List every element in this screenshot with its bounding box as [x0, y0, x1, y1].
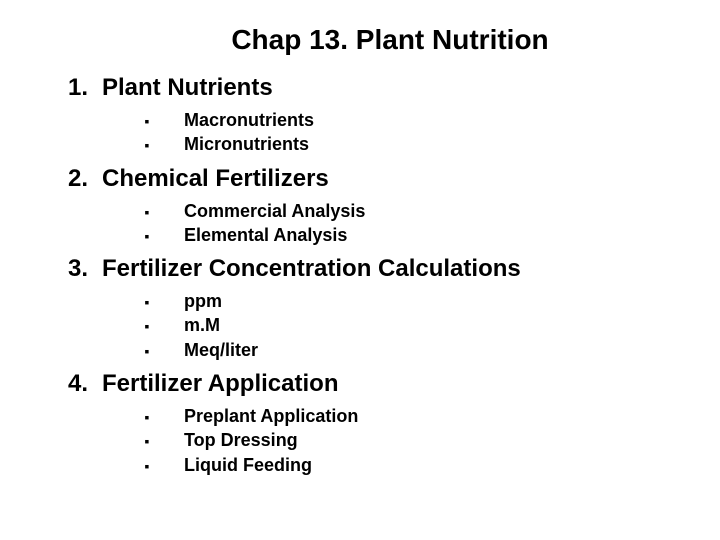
- list-item-label: ppm: [184, 289, 222, 313]
- bullet-icon: ▪: [140, 457, 154, 476]
- list-item: ▪ Micronutrients: [48, 132, 672, 156]
- section-1: 1. Plant Nutrients ▪ Macronutrients ▪ Mi…: [48, 74, 672, 157]
- bullet-icon: ▪: [140, 112, 154, 131]
- list-item-label: Elemental Analysis: [184, 223, 347, 247]
- section-2: 2. Chemical Fertilizers ▪ Commercial Ana…: [48, 165, 672, 248]
- list-item-label: Preplant Application: [184, 404, 358, 428]
- section-title: Chemical Fertilizers: [102, 165, 329, 193]
- list-item-label: Meq/liter: [184, 338, 258, 362]
- sub-list: ▪ Preplant Application ▪ Top Dressing ▪ …: [48, 404, 672, 477]
- page-container: Chap 13. Plant Nutrition 1. Plant Nutrie…: [0, 0, 720, 540]
- bullet-icon: ▪: [140, 203, 154, 222]
- list-item: ▪ Liquid Feeding: [48, 453, 672, 477]
- list-item-label: Commercial Analysis: [184, 199, 365, 223]
- section-number: 1.: [48, 74, 88, 102]
- section-number: 2.: [48, 165, 88, 193]
- bullet-icon: ▪: [140, 317, 154, 336]
- bullet-icon: ▪: [140, 227, 154, 246]
- list-item-label: Top Dressing: [184, 428, 298, 452]
- sub-list: ▪ Commercial Analysis ▪ Elemental Analys…: [48, 199, 672, 248]
- list-item: ▪ Elemental Analysis: [48, 223, 672, 247]
- list-item-label: Macronutrients: [184, 108, 314, 132]
- bullet-icon: ▪: [140, 136, 154, 155]
- section-heading: 4. Fertilizer Application: [48, 370, 672, 398]
- section-title: Plant Nutrients: [102, 74, 273, 102]
- section-number: 4.: [48, 370, 88, 398]
- section-heading: 1. Plant Nutrients: [48, 74, 672, 102]
- list-item: ▪ Macronutrients: [48, 108, 672, 132]
- list-item-label: Micronutrients: [184, 132, 309, 156]
- bullet-icon: ▪: [140, 293, 154, 312]
- section-title: Fertilizer Concentration Calculations: [102, 255, 521, 283]
- section-3: 3. Fertilizer Concentration Calculations…: [48, 255, 672, 362]
- bullet-icon: ▪: [140, 432, 154, 451]
- sub-list: ▪ ppm ▪ m.M ▪ Meq/liter: [48, 289, 672, 362]
- bullet-icon: ▪: [140, 342, 154, 361]
- list-item: ▪ Preplant Application: [48, 404, 672, 428]
- section-title: Fertilizer Application: [102, 370, 338, 398]
- list-item: ▪ Meq/liter: [48, 338, 672, 362]
- sub-list: ▪ Macronutrients ▪ Micronutrients: [48, 108, 672, 157]
- list-item: ▪ Commercial Analysis: [48, 199, 672, 223]
- bullet-icon: ▪: [140, 408, 154, 427]
- list-item: ▪ m.M: [48, 313, 672, 337]
- list-item: ▪ Top Dressing: [48, 428, 672, 452]
- section-number: 3.: [48, 255, 88, 283]
- page-title: Chap 13. Plant Nutrition: [48, 24, 672, 56]
- list-item-label: m.M: [184, 313, 220, 337]
- section-heading: 2. Chemical Fertilizers: [48, 165, 672, 193]
- list-item: ▪ ppm: [48, 289, 672, 313]
- list-item-label: Liquid Feeding: [184, 453, 312, 477]
- section-heading: 3. Fertilizer Concentration Calculations: [48, 255, 672, 283]
- section-4: 4. Fertilizer Application ▪ Preplant App…: [48, 370, 672, 477]
